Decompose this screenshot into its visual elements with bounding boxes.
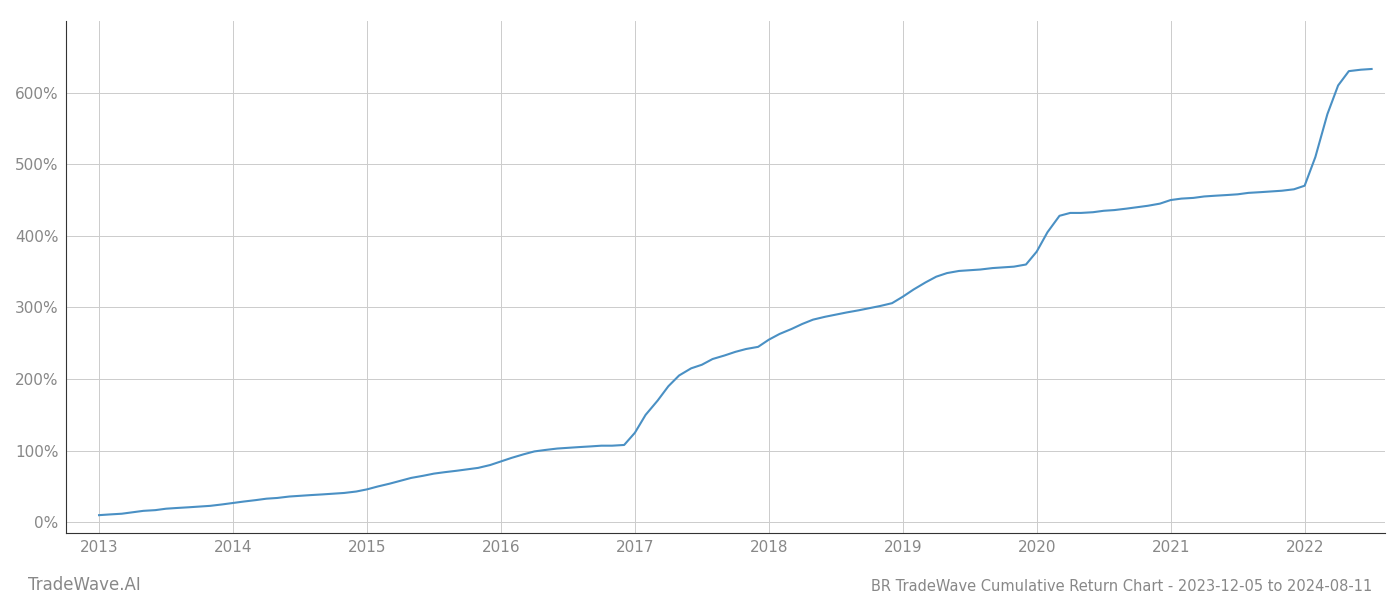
Text: BR TradeWave Cumulative Return Chart - 2023-12-05 to 2024-08-11: BR TradeWave Cumulative Return Chart - 2… [871, 579, 1372, 594]
Text: TradeWave.AI: TradeWave.AI [28, 576, 141, 594]
